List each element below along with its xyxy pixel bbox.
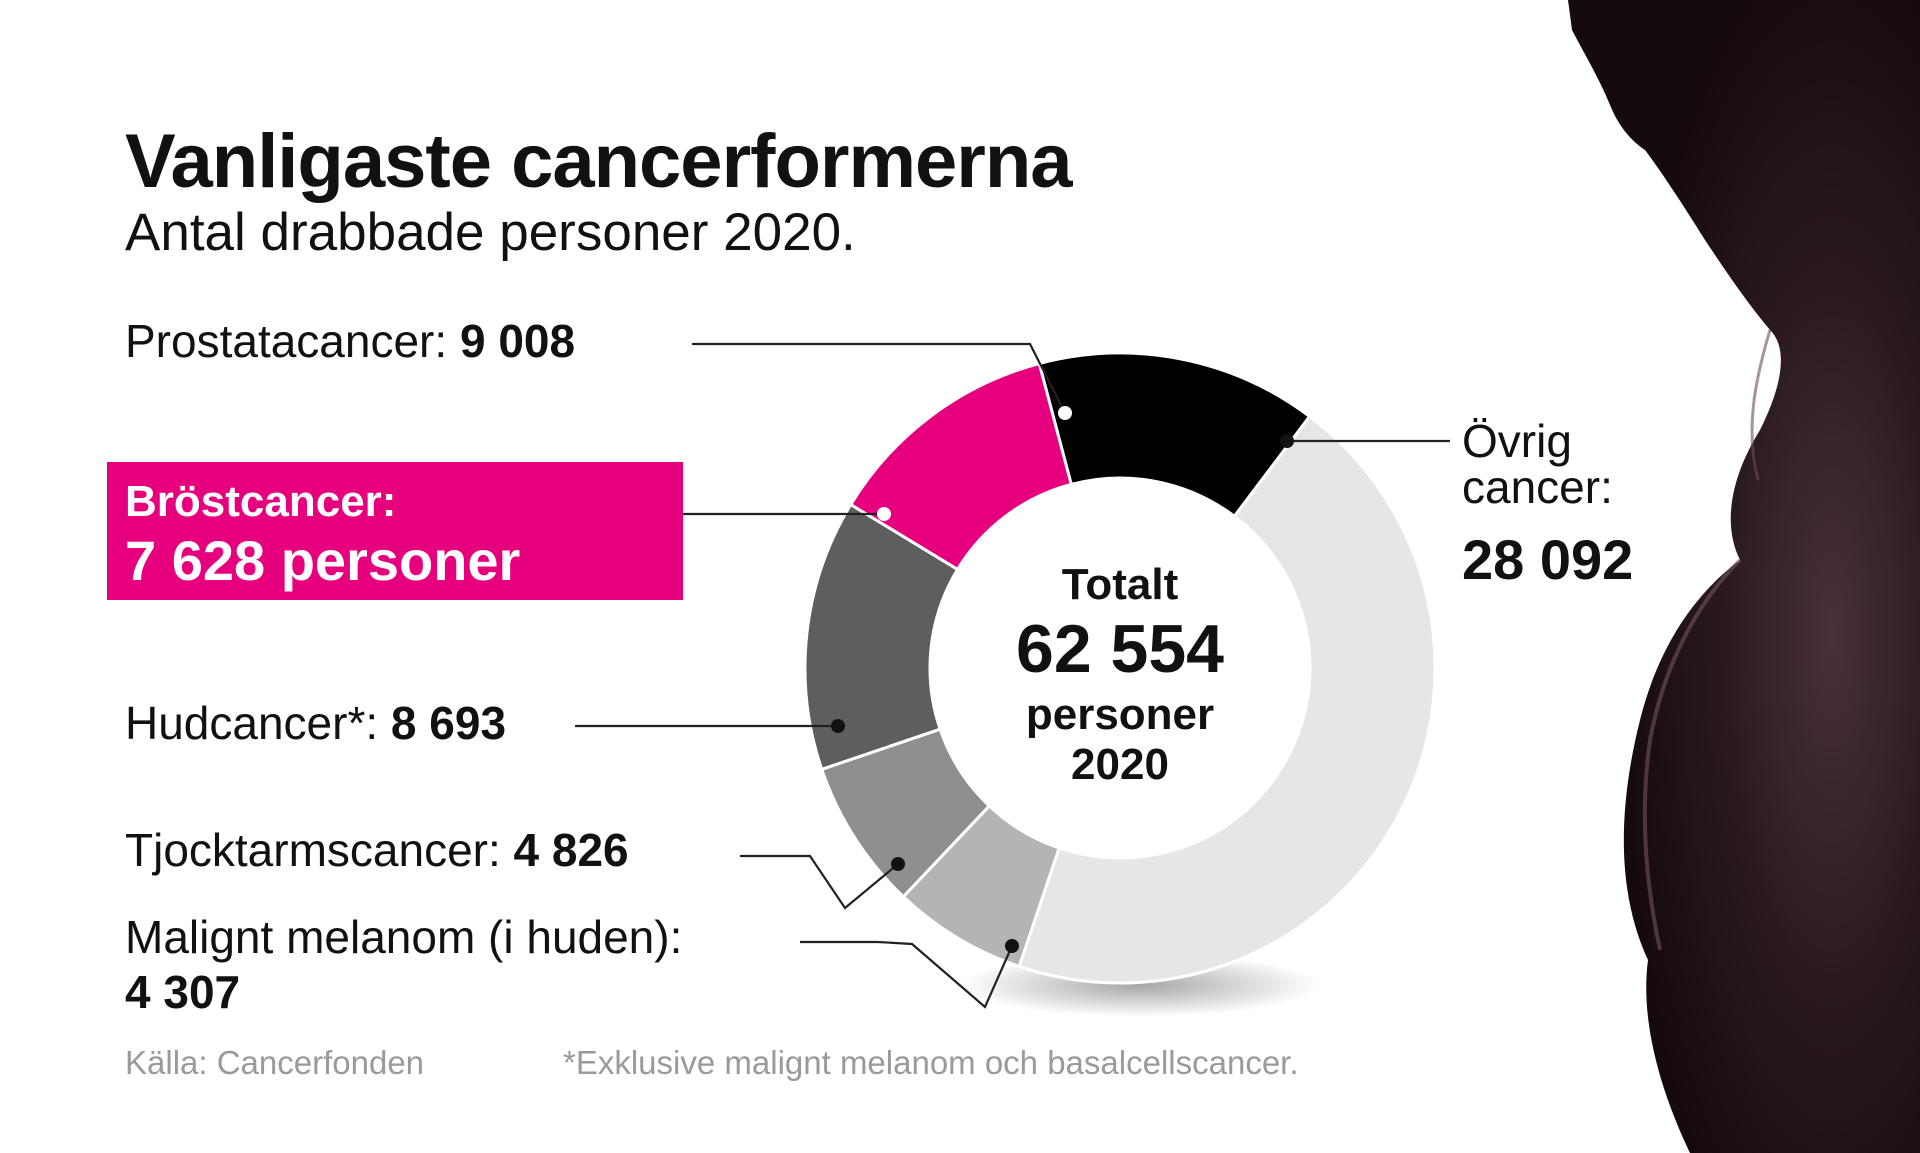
brost-highlight-box — [107, 462, 683, 600]
leader-lines — [575, 342, 1450, 1009]
hud-value: 8 693 — [390, 697, 507, 749]
ovrig-value: 28 092 — [1462, 528, 1634, 591]
donut-slice-övrig-cancer — [1017, 414, 1437, 985]
donut-chart — [803, 351, 1437, 985]
malign-leader-line — [800, 940, 1014, 1009]
silhouette-shoulder-edge — [1750, 329, 1772, 481]
chart-subtitle: Antal drabbade personer 2020. — [125, 203, 856, 262]
tjock-leader-line — [740, 854, 899, 910]
footnote: *Exklusive malignt melanom och basalcell… — [563, 1044, 1299, 1081]
source-note: Källa: Cancerfonden — [125, 1044, 425, 1081]
prostata-label: Prostatacancer: 9 008 — [125, 316, 575, 367]
prostata-value: 9 008 — [459, 315, 576, 367]
donut-center-label: Totalt 62 554 personer 2020 — [960, 560, 1280, 789]
leader-dots — [831, 406, 1294, 953]
silhouette-figure — [1568, 0, 1920, 1153]
ovrig-dot — [1280, 434, 1294, 448]
malign-label: Malignt melanom (i huden): 4 307 — [125, 912, 682, 1017]
ovrig-label: Övrig cancer: 28 092 — [1462, 418, 1633, 588]
donut-slice-prostatacancer — [1037, 351, 1312, 519]
brost-name: Bröstcancer: — [125, 477, 397, 526]
tjock-dot — [891, 857, 905, 871]
chart-title: Vanligaste cancerformerna — [125, 119, 1073, 204]
hud-label: Hudcancer*: 8 693 — [125, 698, 506, 749]
center-total-label: Totalt — [1061, 560, 1179, 609]
brost-value: 7 628 personer — [125, 529, 521, 593]
malign-dot — [1005, 939, 1019, 953]
malign-name: Malignt melanom (i huden): — [125, 911, 683, 963]
donut-hole — [931, 479, 1309, 857]
silhouette-chest-edge — [1642, 558, 1742, 951]
ovrig-name-line2: cancer: — [1462, 461, 1613, 513]
ovrig-name-line1: Övrig — [1462, 415, 1572, 467]
hud-name: Hudcancer*: — [125, 697, 379, 749]
tjock-value: 4 826 — [513, 824, 629, 876]
brost-dot — [877, 507, 891, 521]
tjock-label: Tjocktarmscancer: 4 826 — [125, 825, 629, 876]
prostata-dot — [1058, 406, 1072, 420]
center-year: 2020 — [1071, 739, 1169, 789]
tjock-name: Tjocktarmscancer: — [125, 824, 501, 876]
prostata-name: Prostatacancer: — [125, 315, 448, 367]
brost-label: Bröstcancer: 7 628 personer — [125, 477, 521, 593]
malign-value: 4 307 — [125, 965, 241, 1018]
center-total-value: 62 554 — [1016, 611, 1224, 688]
center-unit: personer — [1025, 689, 1215, 739]
hud-dot — [831, 719, 845, 733]
prostata-leader-line — [692, 342, 1066, 414]
